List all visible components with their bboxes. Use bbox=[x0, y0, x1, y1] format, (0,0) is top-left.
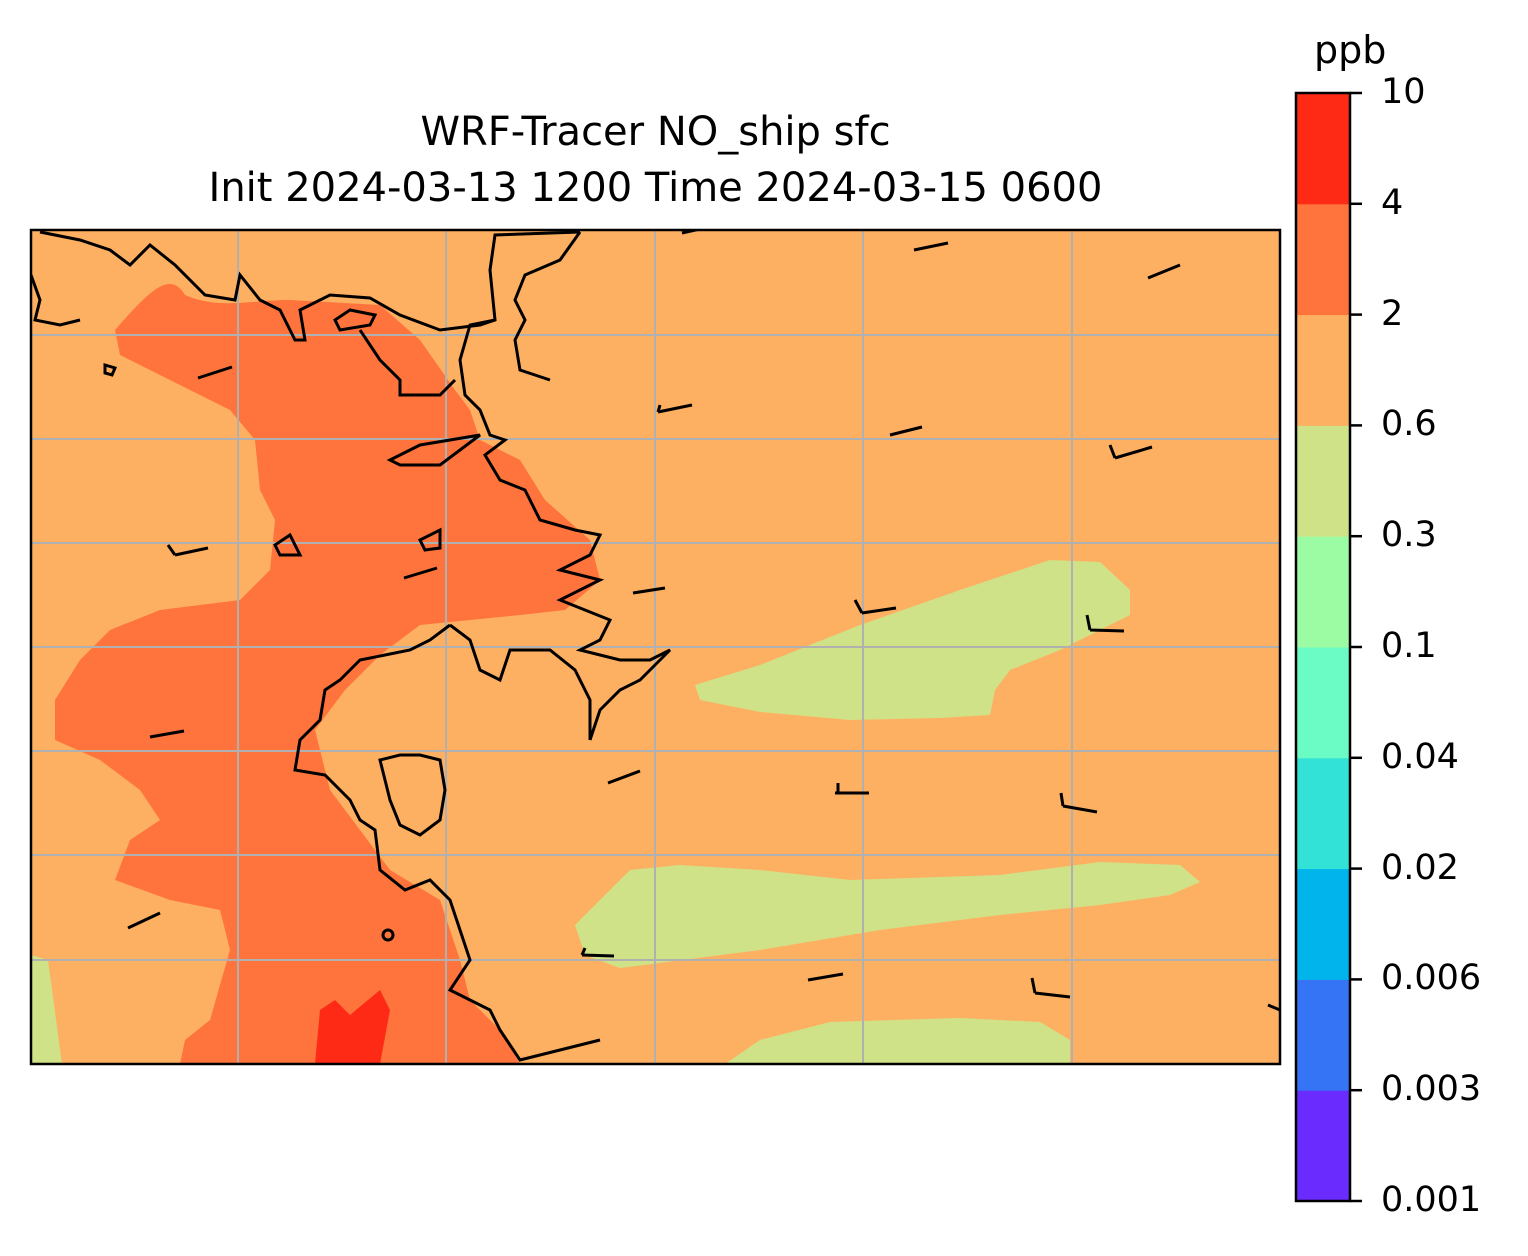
colorbar-tick-label: 0.1 bbox=[1381, 626, 1437, 666]
colorbar bbox=[1294, 91, 1362, 1203]
colorbar-band bbox=[1296, 203, 1350, 316]
colorbar-band bbox=[1296, 979, 1350, 1091]
map-frame bbox=[29, 228, 1282, 1066]
gridlines bbox=[31, 230, 1280, 1064]
contour-0.3-0.6 bbox=[725, 1018, 1070, 1064]
colorbar-tick-label: 4 bbox=[1381, 182, 1404, 223]
contour-4-10 bbox=[315, 990, 390, 1064]
colorbar-tick-label: 0.3 bbox=[1381, 515, 1437, 556]
colorbar-tick-label: 0.02 bbox=[1381, 847, 1459, 888]
colorbar-band bbox=[1296, 868, 1350, 980]
map-area bbox=[31, 230, 1280, 1064]
contour-0.3-0.6 bbox=[31, 955, 62, 1064]
chart-title: WRF-Tracer NO_ship sfc bbox=[420, 109, 891, 155]
colorbar-band bbox=[1296, 647, 1350, 759]
colorbar-tick-label: 2 bbox=[1381, 293, 1404, 334]
colorbar-band bbox=[1296, 93, 1350, 205]
colorbar-tick-label: 0.6 bbox=[1381, 404, 1437, 445]
colorbar-tick-label: 0.001 bbox=[1381, 1180, 1482, 1220]
wind-barbs bbox=[127, 230, 1181, 999]
colorbar-tick-label: 10 bbox=[1381, 72, 1426, 112]
colorbar-band bbox=[1296, 314, 1350, 426]
contour-0.3-0.6 bbox=[695, 560, 1130, 720]
colorbar-tick-label: 0.04 bbox=[1381, 736, 1459, 777]
contour-2-4 bbox=[55, 283, 600, 1064]
colorbar-band bbox=[1296, 757, 1350, 870]
chart-subtitle: Init 2024-03-13 1200 Time 2024-03-15 060… bbox=[208, 165, 1103, 211]
colorbar-band bbox=[1296, 1090, 1350, 1202]
colorbar-unit: ppb bbox=[1314, 28, 1387, 72]
contour-0.3-0.6 bbox=[575, 862, 1200, 968]
colorbar-band bbox=[1296, 536, 1350, 648]
colorbar-tick-label: 0.003 bbox=[1381, 1069, 1482, 1110]
coastlines bbox=[31, 230, 1280, 1062]
colorbar-tick-label: 0.006 bbox=[1381, 958, 1482, 999]
colorbar-band bbox=[1296, 425, 1350, 537]
